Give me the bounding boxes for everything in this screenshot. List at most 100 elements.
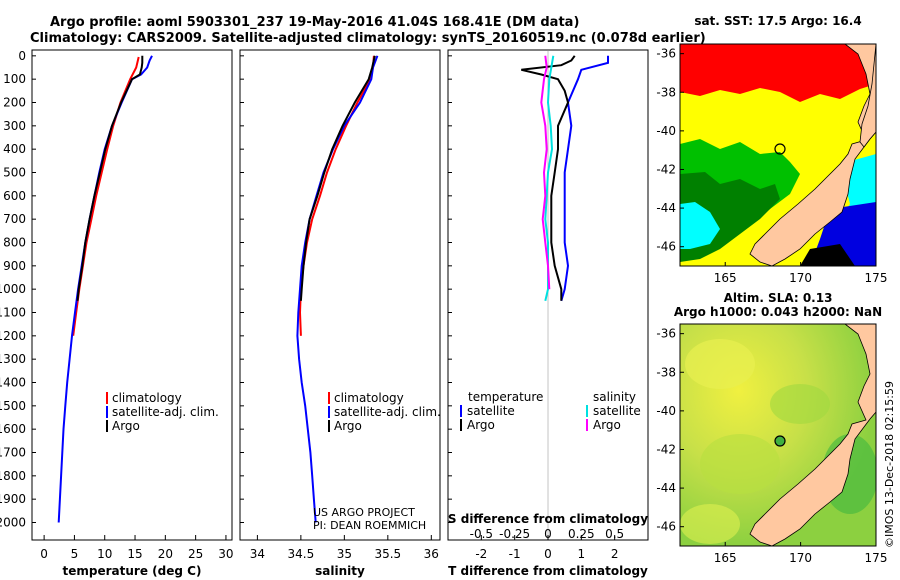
sst-black-zone bbox=[800, 244, 855, 266]
depth-tick-label: 1100 bbox=[0, 306, 26, 320]
sla-map: Altim. SLA: 0.13 Argo h1000: 0.043 h2000… bbox=[656, 291, 887, 565]
legend-satellite: satellite-adj. clim. bbox=[334, 405, 441, 419]
difference-top-label: S difference from climatology bbox=[448, 512, 648, 526]
legend-argo: Argo bbox=[112, 419, 140, 433]
series-line-argo bbox=[299, 55, 376, 301]
sst-cyan-zone-west bbox=[680, 202, 720, 249]
top-tick-label: -0.25 bbox=[499, 527, 530, 541]
map-x-tick-label: 170 bbox=[789, 271, 812, 285]
temperature-x-ticks: 0 5 10 15 20 25 30 bbox=[40, 535, 234, 561]
temperature-legend: climatology satellite-adj. clim. Argo bbox=[106, 391, 219, 433]
difference-legend: temperature satellite Argo salinity sate… bbox=[460, 390, 641, 432]
depth-tick-label: 500 bbox=[3, 166, 26, 180]
difference-series bbox=[521, 55, 609, 302]
x-tick-label: 5 bbox=[71, 547, 79, 561]
x-tick-label: 0 bbox=[40, 547, 48, 561]
map-y-tick-label: -40 bbox=[656, 404, 676, 418]
sla-map-title-2: Argo h1000: 0.043 h2000: NaN bbox=[674, 305, 882, 319]
legend-temperature-header: temperature bbox=[468, 390, 543, 404]
sla-blob bbox=[685, 339, 755, 389]
sla-map-title-1: Altim. SLA: 0.13 bbox=[724, 291, 833, 305]
depth-tick-label: 1000 bbox=[0, 282, 26, 296]
map-x-tick-label: 175 bbox=[865, 271, 888, 285]
depth-tick-label: 1900 bbox=[0, 492, 26, 506]
pi-annotation: PI: DEAN ROEMMICH bbox=[313, 519, 426, 532]
depth-tick-label: 700 bbox=[3, 212, 26, 226]
project-annotation: US ARGO PROJECT bbox=[313, 506, 415, 519]
map-x-tick-label: 165 bbox=[714, 551, 737, 565]
map-y-tick-label: -38 bbox=[656, 85, 676, 99]
salinity-legend: climatology satellite-adj. clim. Argo bbox=[328, 391, 441, 433]
legend-t-satellite: satellite bbox=[467, 404, 515, 418]
depth-tick-label: 100 bbox=[3, 72, 26, 86]
x-tick-label: 0 bbox=[544, 547, 552, 561]
x-tick-label: 2 bbox=[611, 547, 619, 561]
legend-s-argo: Argo bbox=[593, 418, 621, 432]
argo-position-marker bbox=[774, 143, 786, 155]
depth-tick-labels: 0 100 200 300 400 500 600 700 800 900 1000 1100 1200… bbox=[0, 49, 452, 530]
sla-blob bbox=[770, 384, 830, 424]
map-y-tick-label: -42 bbox=[656, 162, 676, 176]
x-tick-label: -2 bbox=[475, 547, 487, 561]
legend-climatology: climatology bbox=[112, 391, 182, 405]
depth-tick-label: 1500 bbox=[0, 399, 26, 413]
x-tick-label: 34.5 bbox=[288, 547, 315, 561]
sst-warm-zone bbox=[680, 44, 876, 102]
difference-panel: -2 -1 0 1 2 -0.5 -0.25 0 0.25 0.5 T difference f… bbox=[447, 49, 649, 578]
x-tick-label: 25 bbox=[188, 547, 203, 561]
x-tick-label: 35.5 bbox=[374, 547, 401, 561]
map-y-tick-label: -36 bbox=[656, 47, 676, 61]
difference-x-ticks: -2 -1 0 1 2 bbox=[475, 535, 618, 561]
salinity-series bbox=[296, 55, 379, 523]
map-y-tick-label: -44 bbox=[656, 201, 676, 215]
depth-tick-label: 900 bbox=[3, 259, 26, 273]
map-y-tick-label: -40 bbox=[656, 124, 676, 138]
map-y-tick-label: -36 bbox=[656, 327, 676, 341]
map-y-tick-label: -46 bbox=[656, 520, 676, 534]
series-line-climatology bbox=[72, 56, 140, 336]
temperature-axes-box bbox=[31, 49, 233, 541]
top-tick-label: 0.5 bbox=[605, 527, 624, 541]
series-line-t-satellite bbox=[560, 55, 609, 302]
map-x-tick-label: 175 bbox=[865, 551, 888, 565]
x-tick-label: 15 bbox=[127, 547, 142, 561]
legend-s-satellite: satellite bbox=[593, 404, 641, 418]
depth-tick-label: 1800 bbox=[0, 469, 26, 483]
sla-blob bbox=[700, 434, 780, 494]
x-tick-label: 1 bbox=[578, 547, 586, 561]
x-tick-label: 35 bbox=[337, 547, 352, 561]
depth-tick-label: 2000 bbox=[0, 516, 26, 530]
sst-map-title: sat. SST: 17.5 Argo: 16.4 bbox=[694, 14, 861, 28]
map-y-tick-label: -38 bbox=[656, 365, 676, 379]
depth-tick-label: 800 bbox=[3, 236, 26, 250]
salinity-xlabel: salinity bbox=[315, 564, 365, 578]
nz-land bbox=[749, 324, 876, 546]
legend-salinity-header: salinity bbox=[593, 390, 636, 404]
x-tick-label: 20 bbox=[158, 547, 173, 561]
series-line-satellite-adj-clim- bbox=[57, 55, 153, 523]
depth-tick-label: 400 bbox=[3, 142, 26, 156]
map-x-tick-label: 165 bbox=[714, 271, 737, 285]
x-tick-label: 36 bbox=[424, 547, 439, 561]
map-y-tick-label: -46 bbox=[656, 240, 676, 254]
series-line-argo bbox=[76, 55, 144, 301]
x-tick-label: 30 bbox=[218, 547, 233, 561]
top-tick-label: 0.25 bbox=[568, 527, 595, 541]
figure-title-line2: Climatology: CARS2009. Satellite-adjuste… bbox=[30, 31, 706, 46]
depth-tick-label: 600 bbox=[3, 189, 26, 203]
nz-north-land bbox=[859, 44, 876, 148]
x-tick-label: -1 bbox=[509, 547, 521, 561]
temperature-panel: 0 5 10 15 20 25 30 0 100 200 300 400 500 600 700 800 90… bbox=[0, 49, 452, 578]
sst-map-frame bbox=[679, 43, 877, 267]
series-line-s-argo bbox=[540, 55, 551, 290]
legend-argo: Argo bbox=[334, 419, 362, 433]
depth-tick-label: 1700 bbox=[0, 446, 26, 460]
legend-satellite: satellite-adj. clim. bbox=[112, 405, 219, 419]
figure-title-line1: Argo profile: aoml 5903301_237 19-May-20… bbox=[50, 15, 579, 30]
sla-map-frame bbox=[679, 323, 877, 547]
map-x-tick-label: 170 bbox=[789, 551, 812, 565]
nz-land bbox=[749, 44, 876, 266]
temperature-xlabel: temperature (deg C) bbox=[63, 564, 202, 578]
depth-tick-label: 200 bbox=[3, 96, 26, 110]
